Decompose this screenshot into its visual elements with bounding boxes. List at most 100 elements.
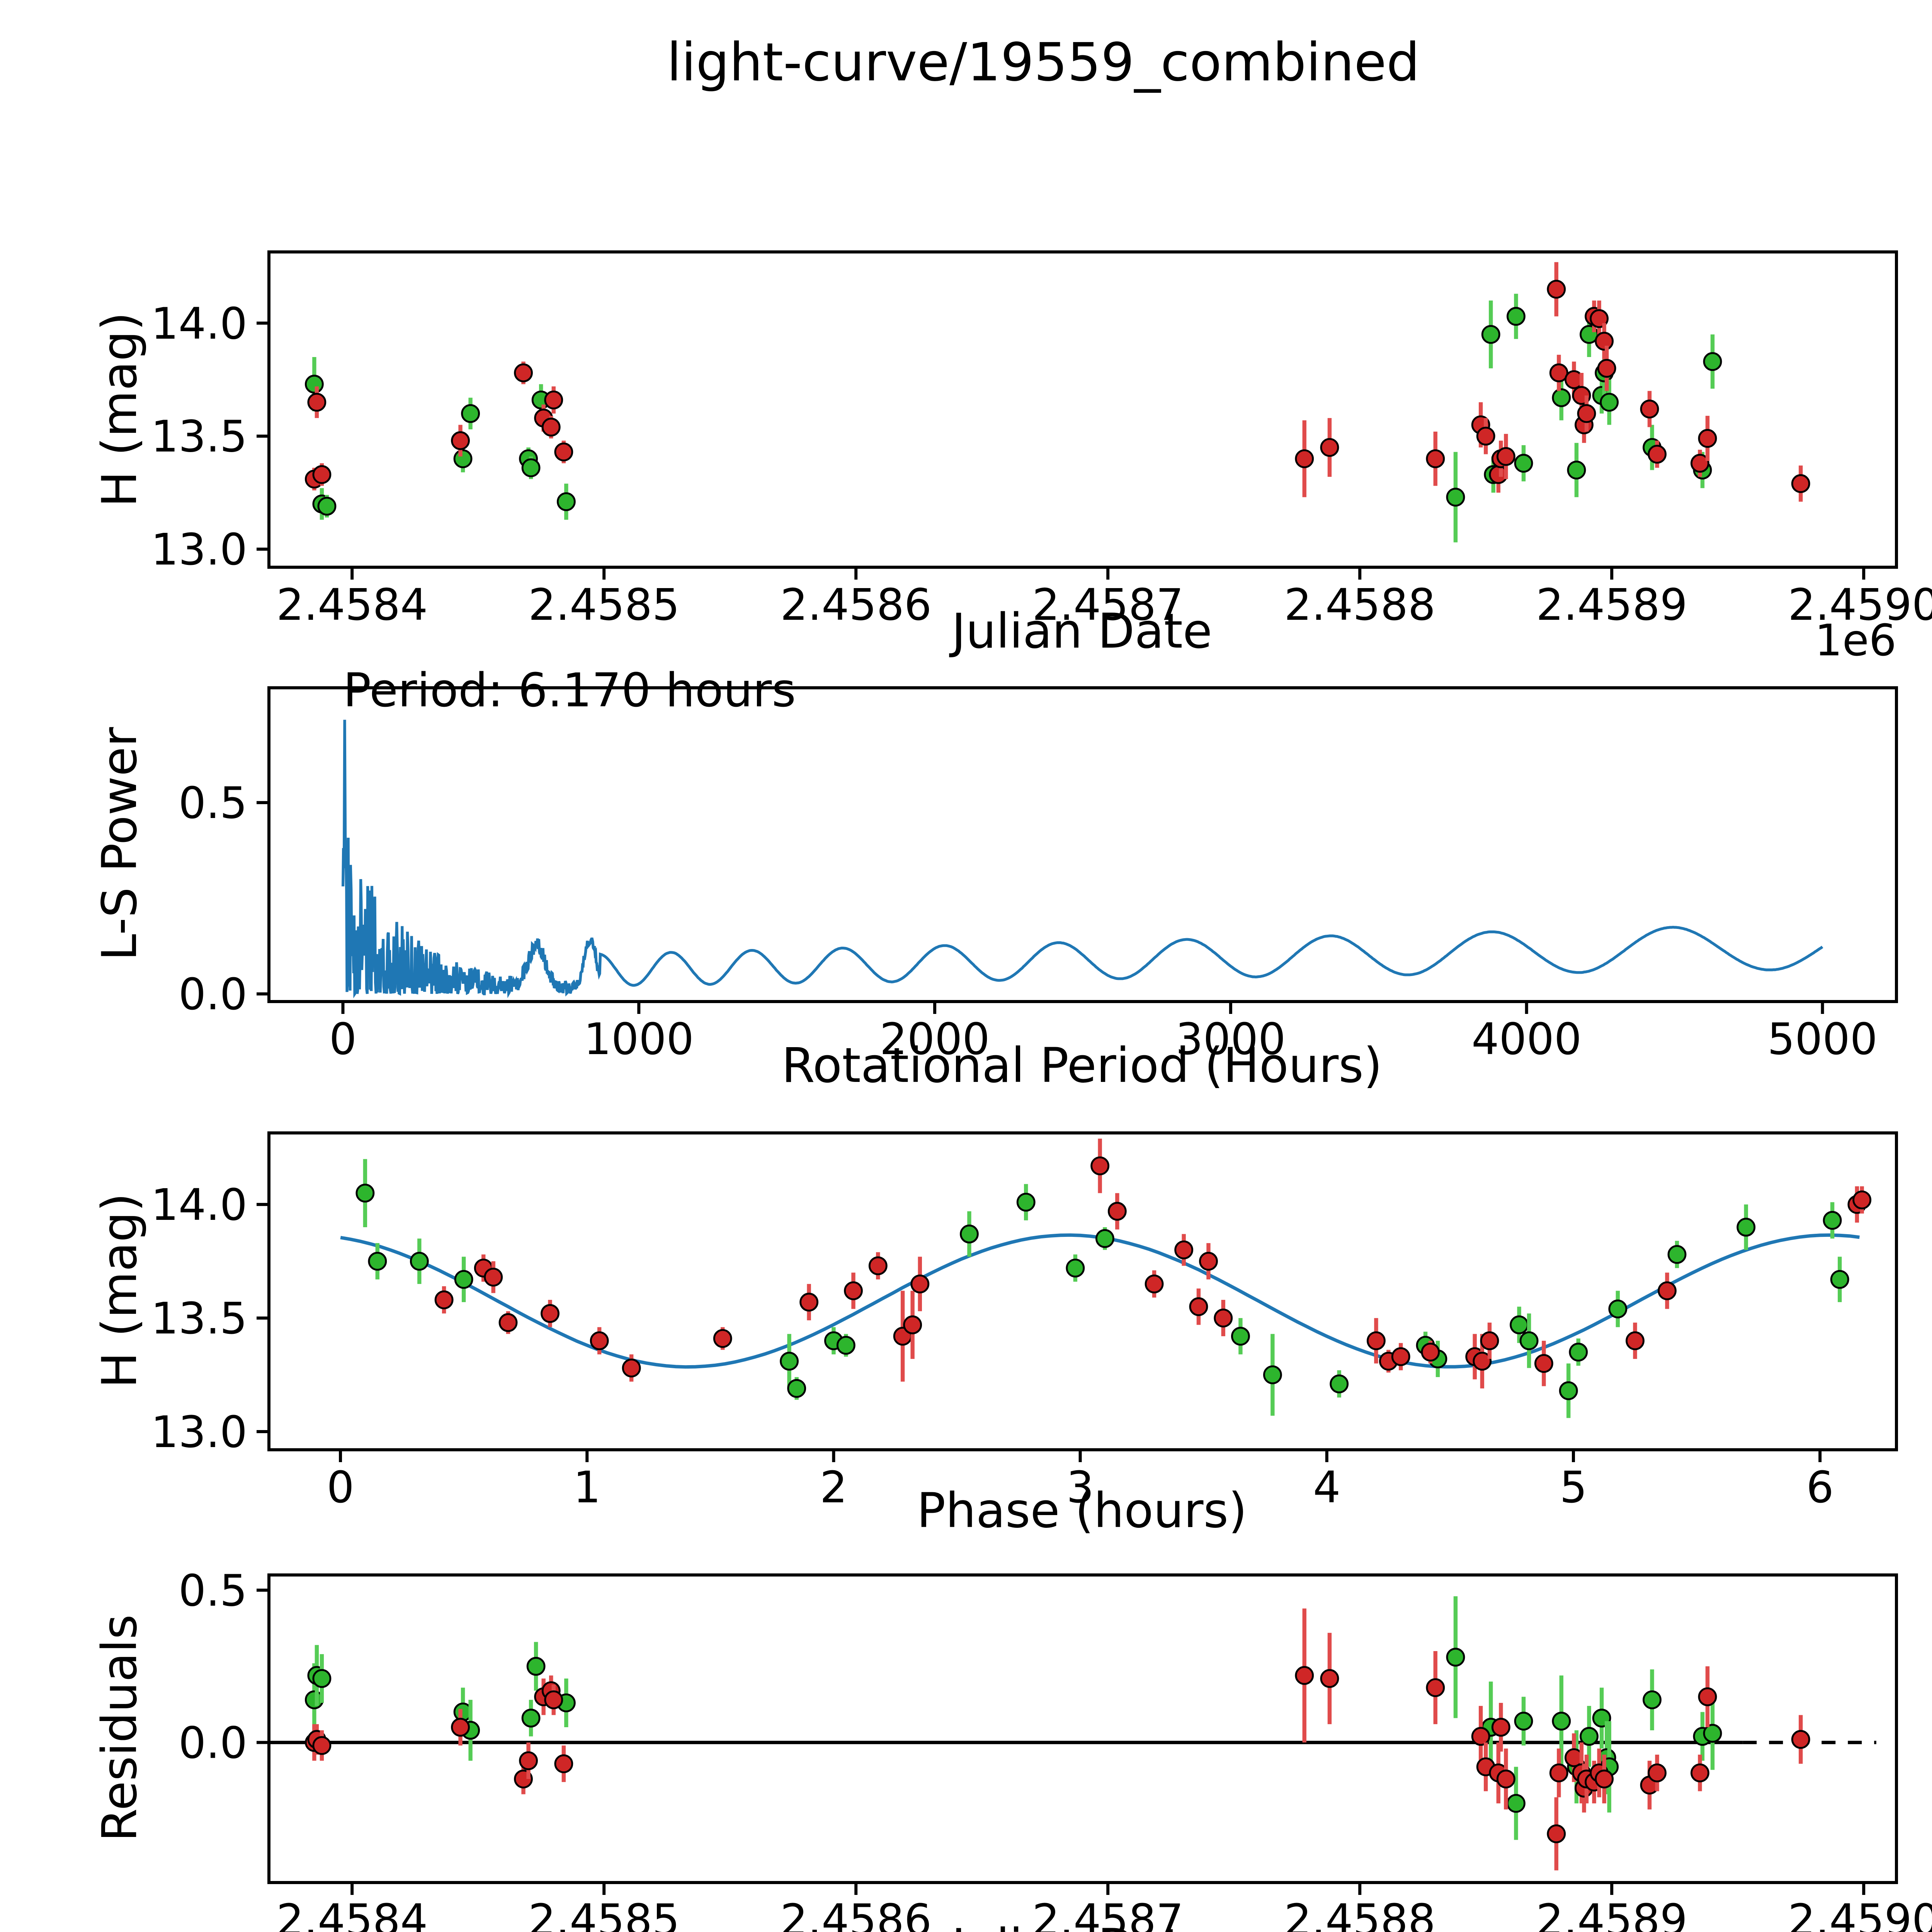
series-red [434, 1138, 1872, 1389]
x-tick-label: 4 [1313, 1463, 1340, 1513]
x-tick-label: 6 [1806, 1463, 1834, 1513]
series-red [304, 262, 1810, 502]
data-point [1534, 1354, 1553, 1373]
data-point [1481, 325, 1500, 344]
data-point [1514, 454, 1533, 473]
data-point [1016, 1192, 1036, 1212]
p3-ylabel: H (mag) [92, 1193, 148, 1388]
data-point [1510, 1315, 1529, 1335]
panel-jd-lightcurve: 2.4584 2.4585 2.4586 2.4587 2.4588 2.4589 2.45… [151, 250, 1932, 630]
data-point [1507, 307, 1526, 326]
p1-ylabel: H (mag) [92, 312, 148, 507]
axes-frame [267, 1573, 1898, 1884]
data-point [1552, 1711, 1571, 1731]
data-point [1107, 1202, 1127, 1221]
data-point [1426, 1678, 1445, 1697]
data-point [844, 1281, 863, 1300]
data-point [451, 431, 470, 450]
data-point [1852, 1190, 1872, 1209]
data-point [1491, 1718, 1510, 1737]
data-point [1698, 1687, 1717, 1706]
data-point [312, 1669, 332, 1688]
data-point [910, 1274, 930, 1294]
data-point [556, 492, 576, 511]
x-tick-label: 2.4588 [1284, 580, 1435, 630]
data-point [1320, 1669, 1339, 1688]
panels-layer: 2.4584 2.4585 2.4586 2.4587 2.4588 2.4589 2.45… [151, 250, 1932, 1932]
data-point [1446, 488, 1465, 507]
y-tick-label: 0.0 [179, 1718, 247, 1768]
x-tick-label: 0 [327, 1463, 354, 1513]
data-point [1690, 454, 1709, 473]
data-point [1507, 1794, 1526, 1813]
data-point [519, 1751, 538, 1770]
x-tick-label: 0 [329, 1014, 357, 1065]
x-tick-label: 2.4588 [1284, 1895, 1435, 1932]
periodogram-period-annotation: Period: 6.170 hours [343, 664, 796, 718]
data-point [836, 1336, 855, 1355]
y-tick-label: 14.0 [151, 1180, 247, 1230]
x-tick-label: 3 [1066, 1463, 1094, 1513]
data-point [622, 1358, 641, 1378]
data-point [1426, 449, 1445, 468]
p2-ylabel: L-S Power [92, 727, 148, 961]
data-point [1066, 1259, 1085, 1278]
data-point [1648, 445, 1667, 464]
data-point [1231, 1327, 1250, 1346]
y-tick-label: 0.5 [179, 1566, 247, 1616]
data-point [1496, 447, 1515, 466]
data-point [1648, 1763, 1667, 1782]
data-point [312, 465, 332, 484]
data-point [1263, 1365, 1282, 1384]
data-point [1095, 1229, 1114, 1248]
data-point [1145, 1274, 1164, 1294]
data-point [1514, 1711, 1533, 1731]
series-green [304, 294, 1722, 543]
data-point [1391, 1347, 1410, 1366]
data-point [454, 1270, 473, 1289]
data-point [1791, 474, 1810, 493]
x-tick-label: 1000 [584, 1014, 694, 1065]
x-tick-label: 4000 [1471, 1014, 1582, 1065]
data-point [544, 1690, 563, 1709]
y-tick-label: 13.0 [151, 525, 247, 575]
data-point [1199, 1252, 1218, 1271]
p1-axis-offset-label: 1e6 [1815, 616, 1896, 666]
x-tick-label: 2.4586 [780, 1895, 932, 1932]
data-point [1367, 1331, 1386, 1350]
y-tick-label: 13.5 [151, 1294, 247, 1344]
data-point [304, 374, 324, 394]
data-point [1667, 1245, 1687, 1264]
data-point [1496, 1769, 1515, 1789]
data-point [1295, 449, 1314, 468]
x-tick-label: 2.4590 [1788, 580, 1932, 630]
x-tick-label: 2.4589 [1536, 1895, 1687, 1932]
x-tick-label: 2.4589 [1536, 580, 1687, 630]
data-point [787, 1379, 806, 1398]
y-tick-label: 0.0 [179, 969, 247, 1020]
x-tick-label: 2.4586 [780, 580, 932, 630]
figure-title: light-curve/19559_combined [667, 32, 1420, 93]
data-point [1577, 404, 1596, 423]
data-point [1552, 388, 1571, 407]
data-point [1698, 429, 1717, 448]
data-point [1174, 1240, 1194, 1260]
data-point [1446, 1648, 1465, 1667]
data-point [521, 458, 541, 478]
data-point [590, 1331, 609, 1350]
data-point [526, 1657, 546, 1676]
data-point [368, 1252, 387, 1271]
x-tick-label: 3000 [1175, 1014, 1286, 1065]
x-tick-label: 2 [820, 1463, 847, 1513]
x-tick-label: 2.4584 [276, 1895, 428, 1932]
x-tick-label: 2000 [880, 1014, 990, 1065]
data-point [541, 1304, 560, 1323]
data-point [355, 1184, 375, 1203]
x-tick-label: 2.4587 [1032, 1895, 1184, 1932]
p4-xlabel: Julian Date [949, 1919, 1212, 1932]
data-point [1473, 1352, 1492, 1371]
data-point [1320, 438, 1339, 457]
x-tick-label: 1 [573, 1463, 601, 1513]
data-point [1791, 1730, 1810, 1749]
